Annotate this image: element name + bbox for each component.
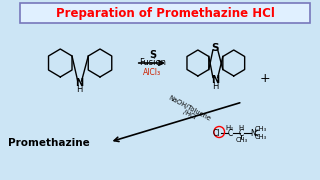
Text: N: N	[250, 129, 256, 138]
Text: AlCl₃: AlCl₃	[143, 68, 161, 76]
Text: C: C	[227, 129, 233, 138]
Text: CH₃: CH₃	[236, 137, 248, 143]
Bar	[20, 3, 310, 23]
Text: N: N	[211, 75, 220, 85]
Text: Preparation of Promethazine HCl: Preparation of Promethazine HCl	[55, 6, 274, 19]
Text: C: C	[239, 129, 244, 138]
Text: S: S	[149, 50, 156, 60]
Text: N: N	[76, 78, 84, 88]
Text: H: H	[212, 82, 219, 91]
Text: +: +	[260, 71, 270, 84]
Text: CH₃: CH₃	[255, 134, 267, 140]
Text: H: H	[76, 84, 83, 93]
Text: Promethazine: Promethazine	[8, 138, 90, 148]
Text: CH₃: CH₃	[255, 126, 267, 132]
Text: S: S	[212, 43, 219, 53]
Text: NaOH/Toluene: NaOH/Toluene	[167, 94, 211, 122]
Text: Cl: Cl	[212, 129, 220, 138]
Text: Fusion: Fusion	[139, 57, 166, 66]
Text: H₂: H₂	[226, 125, 234, 131]
Text: H: H	[239, 125, 244, 131]
Text: /HCl: /HCl	[182, 109, 196, 121]
